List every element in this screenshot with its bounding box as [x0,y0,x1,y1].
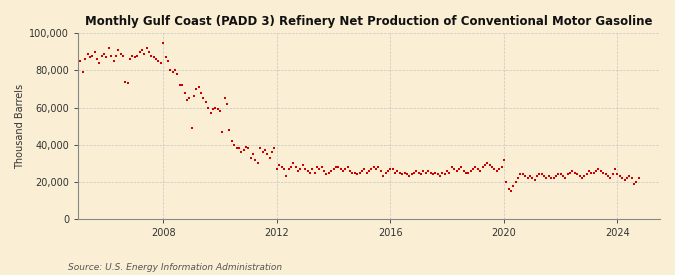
Text: Source: U.S. Energy Information Administration: Source: U.S. Energy Information Administ… [68,263,281,272]
Y-axis label: Thousand Barrels: Thousand Barrels [15,84,25,169]
Title: Monthly Gulf Coast (PADD 3) Refinery Net Production of Conventional Motor Gasoli: Monthly Gulf Coast (PADD 3) Refinery Net… [85,15,653,28]
